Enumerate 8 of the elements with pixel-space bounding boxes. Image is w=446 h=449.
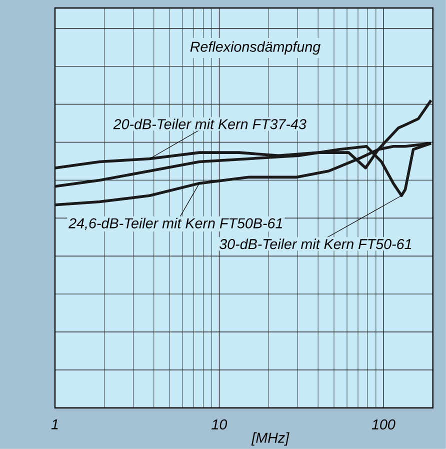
series-label: 24,6-dB-Teiler mit Kern FT50B-61 xyxy=(68,218,282,230)
chart-title: Reflexionsdämpfung xyxy=(190,41,321,55)
x-tick-label: 100 xyxy=(372,419,396,430)
text: 30-dB-Teiler mit Kern FT50-61 xyxy=(220,238,412,250)
x-axis-title: [MHz] xyxy=(251,432,290,446)
series-label: 20-dB-Teiler mit Kern FT37-43 xyxy=(113,118,306,130)
x-tick-label: 1 xyxy=(51,419,58,430)
x-tick-label: 10 xyxy=(212,419,228,430)
